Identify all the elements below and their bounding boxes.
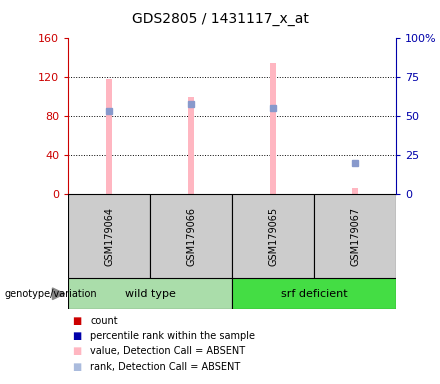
Text: GSM179066: GSM179066 [186,207,196,266]
Bar [232,278,396,309]
Text: count: count [90,316,118,326]
Text: GSM179065: GSM179065 [268,207,278,266]
Text: genotype/variation: genotype/variation [4,289,97,299]
Bar [150,194,232,278]
Text: wild type: wild type [125,289,176,299]
Text: ■: ■ [73,362,82,372]
Text: value, Detection Call = ABSENT: value, Detection Call = ABSENT [90,346,246,356]
Text: ■: ■ [73,331,82,341]
Bar [68,278,232,309]
Text: rank, Detection Call = ABSENT: rank, Detection Call = ABSENT [90,362,240,372]
Bar [232,194,314,278]
Text: ■: ■ [73,316,82,326]
Text: GSM179064: GSM179064 [104,207,114,266]
Text: srf deficient: srf deficient [281,289,347,299]
Bar [106,79,113,194]
Bar [68,194,150,278]
Bar [314,194,396,278]
Text: GSM179067: GSM179067 [350,207,360,266]
Text: GDS2805 / 1431117_x_at: GDS2805 / 1431117_x_at [132,12,308,26]
Bar [188,97,194,194]
Bar [270,63,276,194]
Text: ■: ■ [73,346,82,356]
Bar [352,188,358,194]
Polygon shape [52,288,65,300]
Text: percentile rank within the sample: percentile rank within the sample [90,331,255,341]
